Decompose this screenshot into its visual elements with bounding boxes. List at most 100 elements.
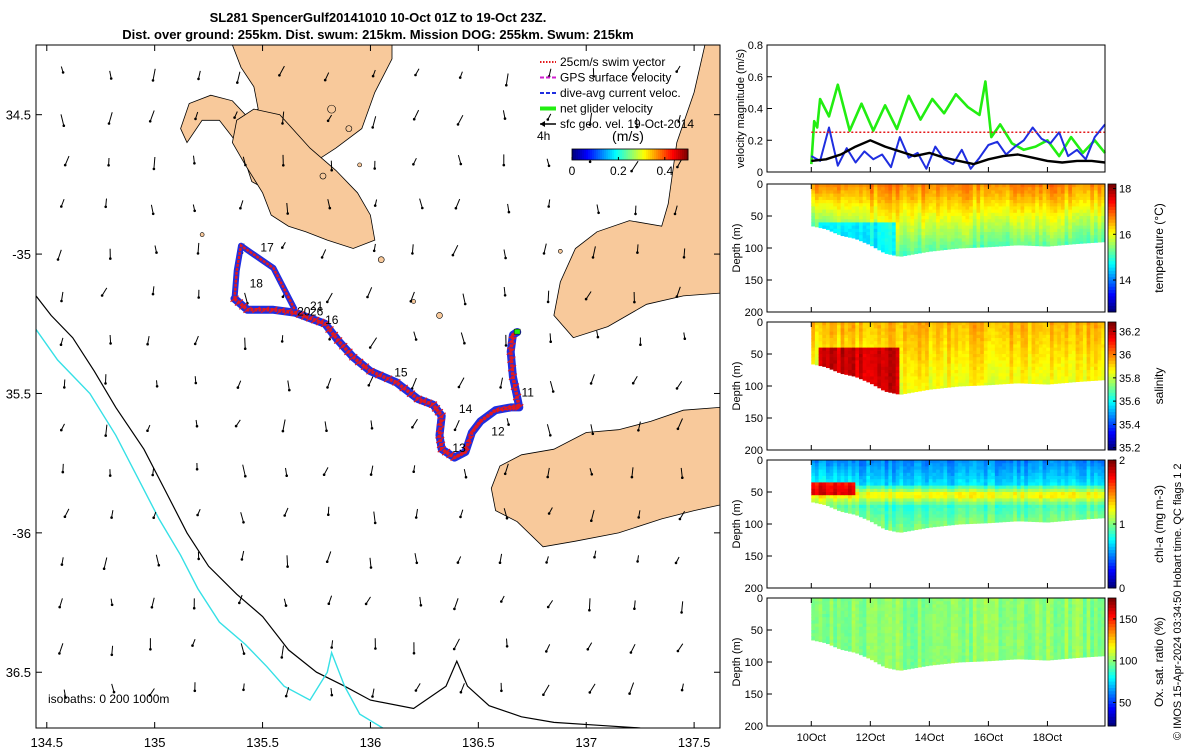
heatmap-cell xyxy=(961,501,966,506)
heatmap-cell xyxy=(829,479,834,483)
heatmap-cell xyxy=(936,488,941,493)
heatmap-cell xyxy=(954,492,959,496)
heatmap-cell xyxy=(954,206,959,211)
current-arrow-head xyxy=(680,611,683,614)
heatmap-cell xyxy=(836,334,842,339)
heatmap-cell xyxy=(873,322,878,326)
heatmap-cell xyxy=(881,370,886,374)
heatmap-cell xyxy=(811,187,816,191)
heatmap-cell xyxy=(991,370,996,374)
heatmap-cell xyxy=(961,469,966,474)
heatmap-cell xyxy=(888,527,893,531)
heatmap-cell xyxy=(950,363,955,368)
heatmap-cell xyxy=(844,501,849,506)
heatmap-cell xyxy=(965,331,970,336)
heatmap-cell xyxy=(1060,338,1066,342)
current-arrow-head xyxy=(193,689,197,693)
heatmap-cell xyxy=(965,196,970,201)
heatmap-cell xyxy=(1031,331,1036,336)
heatmap-cell xyxy=(936,322,941,326)
heatmap-cell xyxy=(811,209,816,214)
heatmap-cell xyxy=(1042,212,1047,217)
heatmap-cell xyxy=(847,370,853,374)
heatmap-cell xyxy=(892,357,897,361)
heatmap-cell xyxy=(983,209,989,214)
heatmap-cell xyxy=(921,469,926,474)
heatmap-cell xyxy=(980,479,985,483)
heatmap-cell xyxy=(881,248,886,252)
heatmap-cell xyxy=(903,244,908,249)
heatmap-cell xyxy=(998,344,1003,349)
current-arrow-head xyxy=(374,647,377,650)
heatmap-cell xyxy=(847,325,853,329)
colorbar-cell xyxy=(1108,334,1116,339)
heatmap-cell xyxy=(906,328,911,333)
heatmap-cell xyxy=(1075,212,1080,217)
heatmap-cell xyxy=(976,511,981,515)
heatmap-cell xyxy=(873,203,878,207)
recovery-marker xyxy=(513,328,521,335)
heatmap-cell xyxy=(870,373,875,377)
heatmap-cell xyxy=(866,209,871,214)
heatmap-cell xyxy=(1005,184,1011,188)
current-arrow xyxy=(676,381,683,389)
island-1 xyxy=(327,104,336,114)
heatmap-cell xyxy=(983,322,989,326)
heatmap-cell xyxy=(1046,228,1051,233)
heatmap-cell xyxy=(983,206,989,211)
heatmap-cell xyxy=(1035,334,1040,339)
heatmap-cell xyxy=(1031,357,1036,361)
heatmap-cell xyxy=(833,472,838,477)
heatmap-cell xyxy=(899,363,904,368)
heatmap-cell xyxy=(1071,241,1077,245)
heatmap-cell xyxy=(829,492,834,496)
current-arrow-head xyxy=(498,561,502,564)
heatmap-cell xyxy=(847,479,853,483)
heatmap-cell xyxy=(1024,334,1029,339)
heatmap-cell xyxy=(822,469,827,474)
heatmap-cell xyxy=(932,338,937,342)
heatmap-cell xyxy=(899,244,904,249)
heatmap-cell xyxy=(910,228,915,233)
heatmap-cell xyxy=(1024,347,1029,352)
heatmap-cell xyxy=(1068,206,1073,211)
heatmap-cell xyxy=(859,347,864,352)
heatmap-cell xyxy=(899,469,904,474)
current-arrow-head xyxy=(284,694,288,698)
heatmap-cell xyxy=(994,363,1000,368)
heatmap-cell xyxy=(1042,193,1047,198)
heatmap-cell xyxy=(958,373,963,377)
heatmap-cell xyxy=(881,238,886,243)
heatmap-cell xyxy=(1038,376,1044,381)
heatmap-cell xyxy=(1053,212,1058,217)
colorbar-cell xyxy=(1108,414,1116,419)
heatmap-ytick-label: 100 xyxy=(745,381,763,393)
heatmap-cell xyxy=(954,190,959,195)
heatmap-cell xyxy=(950,334,955,339)
colorbar-cell xyxy=(1108,443,1116,448)
heatmap-cell xyxy=(859,476,864,480)
heatmap-cell xyxy=(884,357,889,361)
heatmap-cell xyxy=(939,354,944,358)
heatmap-cell xyxy=(899,482,904,487)
heatmap-cell xyxy=(991,328,996,333)
heatmap-cell xyxy=(895,501,900,506)
heatmap-cell xyxy=(925,527,930,529)
heatmap-cell xyxy=(976,334,981,339)
heatmap-cell xyxy=(1053,347,1058,352)
heatmap-cell xyxy=(958,341,963,345)
heatmap-cell xyxy=(1042,341,1047,345)
heatmap-cell xyxy=(1002,225,1007,230)
heatmap-cell xyxy=(987,514,992,519)
heatmap-cell xyxy=(877,492,882,496)
colorbar-cell xyxy=(1108,222,1116,226)
heatmap-cell xyxy=(947,222,952,227)
heatmap-cell xyxy=(1016,222,1022,227)
heatmap-cell xyxy=(903,360,908,365)
colorbar-cell xyxy=(1108,286,1116,290)
heatmap-cell xyxy=(870,200,875,204)
heatmap-cell xyxy=(972,520,977,524)
heatmap-cell xyxy=(1071,232,1077,236)
heatmap-cell xyxy=(914,341,919,345)
heatmap-cell xyxy=(862,235,867,239)
